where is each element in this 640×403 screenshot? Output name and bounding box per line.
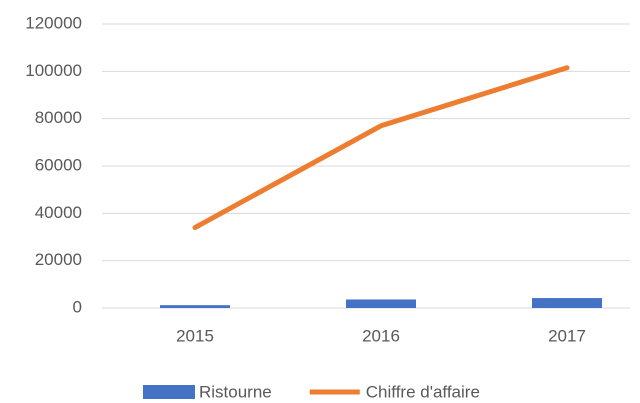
legend-label: Ristourne xyxy=(199,382,272,401)
y-tick-label: 60000 xyxy=(35,155,82,174)
y-tick-label: 0 xyxy=(73,297,82,316)
y-tick-label: 120000 xyxy=(25,13,82,32)
legend-swatch xyxy=(143,385,195,399)
bar xyxy=(532,298,602,308)
y-tick-label: 40000 xyxy=(35,203,82,222)
y-tick-label: 20000 xyxy=(35,250,82,269)
y-tick-label: 80000 xyxy=(35,108,82,127)
x-tick-label: 2015 xyxy=(176,326,214,345)
x-tick-label: 2016 xyxy=(362,326,400,345)
x-tick-label: 2017 xyxy=(548,326,586,345)
y-tick-label: 100000 xyxy=(25,61,82,80)
bar xyxy=(160,305,230,308)
line xyxy=(192,65,570,231)
bar xyxy=(346,299,416,308)
legend-label: Chiffre d'affaire xyxy=(366,382,480,401)
